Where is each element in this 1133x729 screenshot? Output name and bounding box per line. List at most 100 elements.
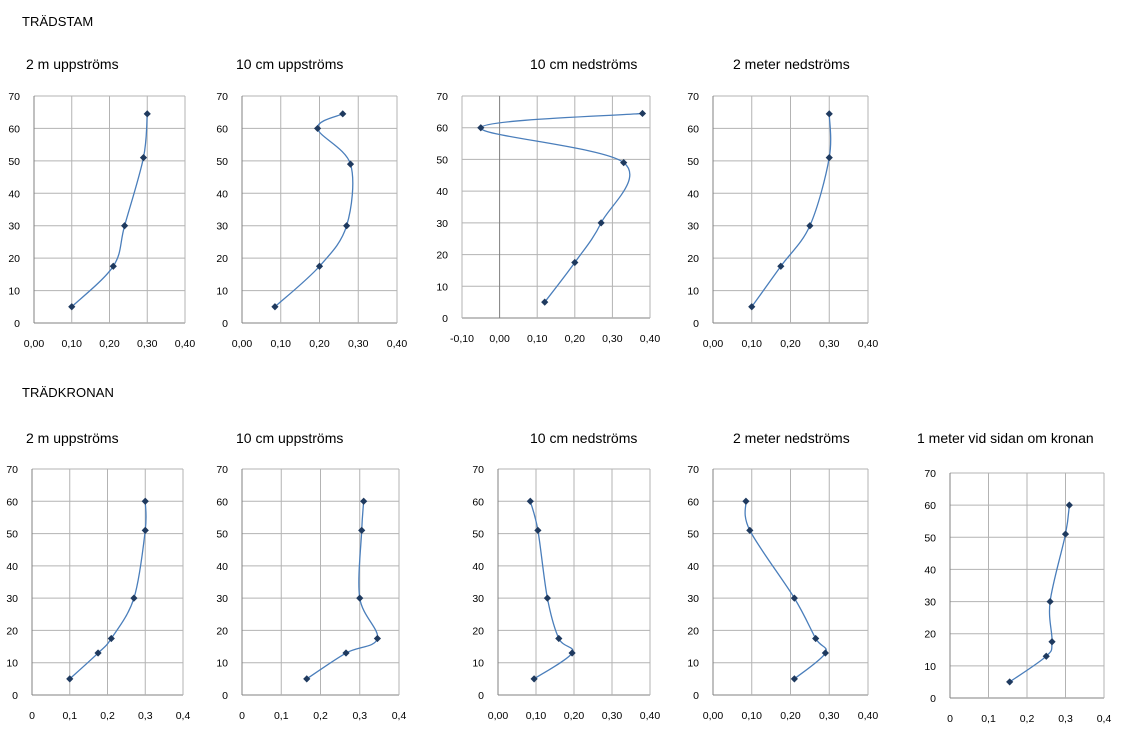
data-point bbox=[66, 675, 74, 683]
series-line bbox=[529, 501, 574, 680]
data-point bbox=[534, 526, 542, 534]
y-tick-label: 20 bbox=[924, 629, 936, 641]
data-point bbox=[530, 675, 538, 683]
y-tick-label: 30 bbox=[6, 593, 18, 605]
x-tick-label: 0 bbox=[29, 710, 35, 722]
x-tick-label: 0,2 bbox=[100, 710, 115, 722]
data-point bbox=[141, 497, 149, 505]
x-tick-label: 0,4 bbox=[392, 710, 407, 722]
data-point bbox=[821, 649, 829, 657]
chart-krona-1m-sidan: 0 10 20 30 40 50 60 70 0 0,1 0,2 0,3 0,4 bbox=[0, 0, 1111, 725]
y-tick-label: 50 bbox=[472, 529, 484, 541]
x-tick-label: 0,40 bbox=[640, 333, 661, 345]
x-tick-label: 0,3 bbox=[352, 710, 367, 722]
x-tick-label: 0,00 bbox=[24, 338, 45, 350]
y-tick-label: 60 bbox=[216, 496, 228, 508]
y-tick-label: 20 bbox=[6, 625, 18, 637]
data-point bbox=[1061, 530, 1070, 538]
x-tick-label: 0,30 bbox=[819, 710, 840, 722]
y-tick-label: 20 bbox=[687, 625, 699, 637]
data-point bbox=[571, 258, 579, 267]
data-point bbox=[568, 649, 576, 657]
y-tick-label: 0 bbox=[478, 690, 484, 702]
data-point bbox=[313, 124, 322, 133]
series-line bbox=[69, 501, 147, 680]
chart-title: 1 meter vid sidan om kronan bbox=[917, 430, 1094, 446]
y-tick-label: 70 bbox=[472, 464, 484, 476]
data-point bbox=[812, 634, 820, 643]
data-point bbox=[1065, 501, 1073, 509]
y-tick-label: 20 bbox=[687, 253, 699, 265]
y-tick-label: 10 bbox=[6, 658, 18, 670]
x-tick-label: 0,4 bbox=[176, 710, 191, 722]
y-tick-label: 30 bbox=[687, 221, 699, 233]
y-tick-label: 0 bbox=[693, 690, 699, 702]
y-tick-label: 10 bbox=[436, 281, 448, 293]
chart-title: 10 cm nedströms bbox=[530, 430, 638, 446]
x-tick-label: 0 bbox=[239, 710, 245, 722]
data-point bbox=[1006, 678, 1014, 686]
x-tick-label: 0,40 bbox=[387, 338, 408, 350]
y-tick-label: 40 bbox=[216, 188, 228, 200]
y-tick-label: 30 bbox=[216, 593, 228, 605]
y-tick-label: 40 bbox=[6, 561, 18, 573]
y-tick-label: 10 bbox=[216, 658, 228, 670]
y-tick-label: 40 bbox=[436, 186, 448, 198]
data-point bbox=[742, 497, 750, 505]
y-tick-label: 70 bbox=[687, 91, 699, 103]
y-tick-label: 0 bbox=[930, 693, 936, 705]
y-tick-label: 10 bbox=[472, 658, 484, 670]
data-point bbox=[130, 594, 138, 602]
data-point bbox=[1048, 638, 1056, 646]
y-tick-label: 0 bbox=[14, 318, 20, 330]
y-tick-label: 30 bbox=[687, 593, 699, 605]
data-point bbox=[356, 594, 364, 602]
y-tick-label: 60 bbox=[436, 123, 448, 135]
data-point bbox=[315, 262, 324, 270]
data-point bbox=[360, 497, 368, 505]
data-point bbox=[358, 526, 366, 534]
x-tick-label: 0,4 bbox=[1097, 713, 1112, 725]
x-tick-label: 0,00 bbox=[488, 710, 509, 722]
x-tick-label: 0,20 bbox=[99, 338, 120, 350]
y-tick-label: 20 bbox=[216, 625, 228, 637]
y-tick-label: 70 bbox=[216, 91, 228, 103]
y-tick-label: 60 bbox=[216, 123, 228, 135]
x-tick-label: 0,20 bbox=[309, 338, 330, 350]
y-tick-label: 0 bbox=[222, 318, 228, 330]
y-tick-label: 70 bbox=[924, 468, 936, 480]
y-tick-label: 10 bbox=[687, 658, 699, 670]
data-point bbox=[597, 219, 605, 227]
y-tick-label: 60 bbox=[924, 500, 936, 512]
data-point bbox=[68, 303, 76, 311]
y-tick-label: 20 bbox=[216, 253, 228, 265]
y-tick-label: 0 bbox=[222, 690, 228, 702]
x-tick-label: 0,40 bbox=[858, 338, 879, 350]
data-point bbox=[790, 594, 798, 602]
y-tick-label: 40 bbox=[687, 561, 699, 573]
x-tick-label: 0,00 bbox=[703, 710, 724, 722]
y-tick-label: 60 bbox=[472, 496, 484, 508]
data-point bbox=[825, 154, 833, 162]
x-tick-label: 0,10 bbox=[742, 338, 763, 350]
series-line bbox=[751, 113, 832, 308]
y-tick-label: 10 bbox=[216, 286, 228, 298]
x-tick-label: 0,2 bbox=[313, 710, 328, 722]
x-tick-label: 0,00 bbox=[489, 333, 510, 345]
x-tick-label: 0,30 bbox=[602, 710, 623, 722]
data-point bbox=[746, 526, 754, 534]
data-point bbox=[1042, 652, 1050, 660]
data-point bbox=[748, 303, 756, 311]
data-point bbox=[343, 222, 351, 230]
x-tick-label: 0,20 bbox=[780, 710, 801, 722]
x-tick-label: 0,00 bbox=[703, 338, 724, 350]
x-tick-label: 0,30 bbox=[137, 338, 158, 350]
data-point bbox=[825, 110, 833, 118]
y-tick-label: 40 bbox=[924, 564, 936, 576]
chart-title: 2 meter nedströms bbox=[733, 56, 850, 72]
x-tick-label: 0,20 bbox=[564, 710, 585, 722]
y-tick-label: 50 bbox=[924, 532, 936, 544]
y-tick-label: 30 bbox=[216, 221, 228, 233]
data-point bbox=[620, 159, 628, 167]
